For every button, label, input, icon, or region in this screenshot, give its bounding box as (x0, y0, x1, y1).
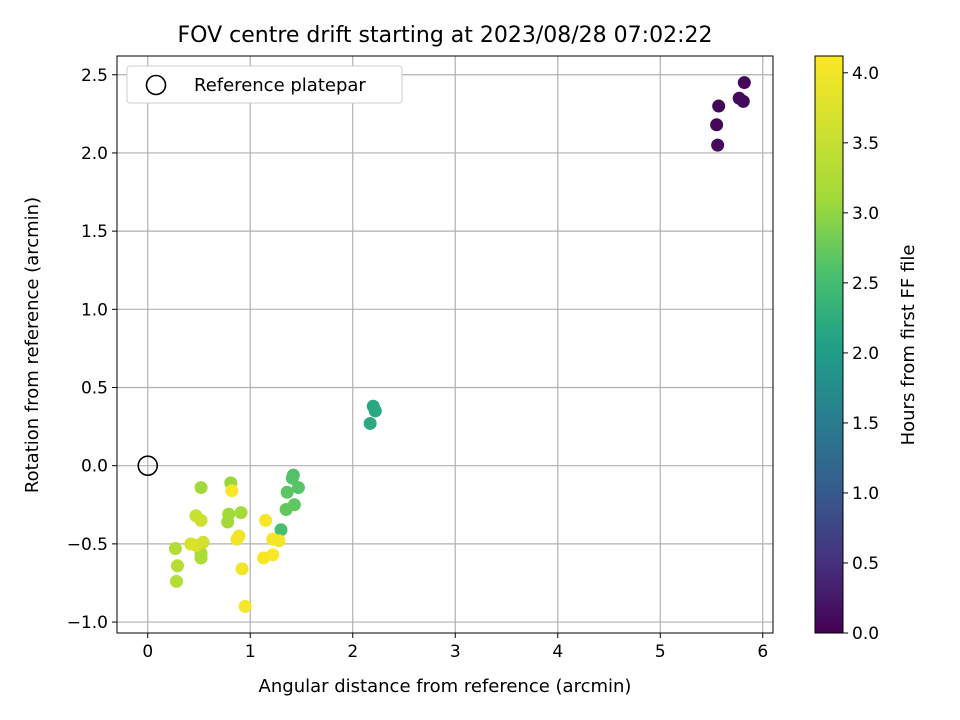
data-point (712, 99, 726, 113)
colorbar-tick-label: 4.0 (852, 64, 879, 84)
reference-platepar-point (137, 455, 159, 476)
data-point (230, 532, 244, 546)
data-point (194, 551, 208, 565)
colorbar-tick-label: 1.5 (852, 414, 879, 434)
colorbar-tick-label: 2.0 (852, 344, 879, 364)
y-axis-label: Rotation from reference (arcmin) (22, 197, 43, 493)
x-tick-label: 5 (655, 642, 666, 662)
colorbar-tick-label: 3.5 (852, 134, 879, 154)
colorbar-axis: 0.0 0.5 1.0 1.5 2.0 2.5 3.0 3.5 4.0 (843, 64, 879, 644)
data-point (238, 599, 252, 613)
legend-entry-label: Reference platepar (194, 75, 366, 96)
data-point (368, 404, 382, 418)
data-point (280, 485, 294, 499)
data-point (168, 542, 182, 556)
x-tick-label: 1 (245, 642, 256, 662)
y-tick-label: 2.5 (81, 66, 108, 86)
data-point (170, 559, 184, 573)
data-point (169, 574, 183, 588)
data-point (234, 506, 248, 520)
plot-frame (116, 55, 774, 634)
colorbar-tick-label: 0.5 (852, 554, 879, 574)
data-point (363, 416, 377, 430)
colorbar-label: Hours from first FF file (898, 245, 919, 446)
x-tick-label: 4 (552, 642, 563, 662)
colorbar-tick-label: 1.0 (852, 484, 879, 504)
legend-reference-marker (145, 74, 167, 96)
data-point (225, 484, 239, 498)
data-point (279, 502, 293, 516)
x-axis-label: Angular distance from reference (arcmin) (259, 676, 632, 697)
x-tick-label: 2 (347, 642, 358, 662)
data-point (259, 513, 273, 527)
data-point (710, 118, 724, 132)
colorbar (814, 55, 844, 634)
data-point (194, 513, 208, 527)
data-point (194, 481, 208, 495)
data-point (196, 535, 210, 549)
legend-box (126, 65, 403, 104)
y-tick-label: 2.0 (81, 144, 108, 164)
data-point (285, 471, 299, 485)
data-point (736, 94, 750, 108)
data-point (711, 138, 725, 152)
data-point (257, 551, 271, 565)
y-tick-label: −1.0 (67, 613, 108, 633)
y-tick-label: 0.5 (81, 379, 108, 399)
x-tick-label: 6 (757, 642, 768, 662)
colorbar-tick-label: 0.0 (852, 624, 879, 644)
y-tick-label: −0.5 (67, 535, 108, 555)
grid (117, 56, 773, 633)
scatter-points (137, 76, 751, 613)
y-tick-label: 1.5 (81, 222, 108, 242)
x-tick-label: 0 (142, 642, 153, 662)
y-tick-label: 1.0 (81, 300, 108, 320)
data-point (291, 481, 305, 495)
data-point (737, 76, 751, 90)
data-point (221, 515, 235, 529)
colorbar-tick-label: 3.0 (852, 204, 879, 224)
data-point (274, 523, 288, 537)
y-tick-label: 0.0 (81, 457, 108, 477)
chart-title: FOV centre drift starting at 2023/08/28 … (178, 23, 713, 48)
plot-background (117, 56, 773, 633)
x-axis: 0 1 2 3 4 5 6 (142, 633, 768, 662)
y-axis: −1.0 −0.5 0.0 0.5 1.0 1.5 2.0 2.5 (67, 66, 117, 633)
data-point (235, 562, 249, 576)
colorbar-tick-label: 2.5 (852, 274, 879, 294)
legend: Reference platepar (126, 65, 403, 104)
data-point (272, 534, 286, 548)
x-tick-label: 3 (450, 642, 461, 662)
